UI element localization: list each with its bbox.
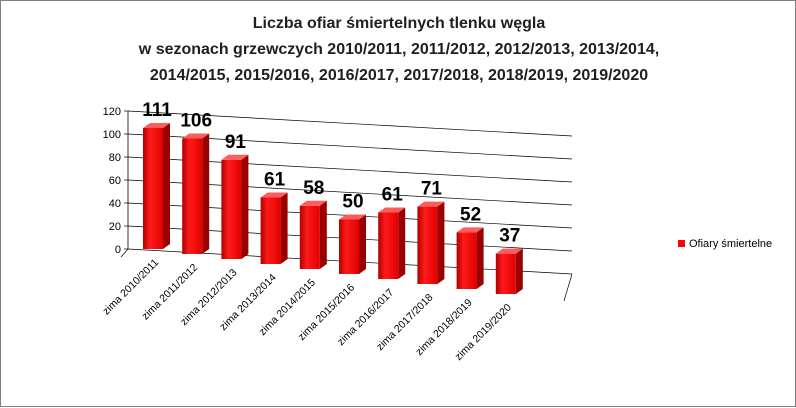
data-label: 61	[264, 170, 286, 191]
bar-side	[241, 154, 249, 259]
bar-side	[437, 201, 445, 284]
bar	[456, 227, 484, 289]
bar-side	[476, 227, 484, 289]
floor-right-edge	[563, 273, 573, 302]
bar-front	[417, 206, 438, 284]
bar-front	[495, 253, 516, 294]
chart-title: Liczba ofiar śmiertelnych tlenku węgla w…	[138, 15, 659, 84]
chart-title-line-2: w sezonach grzewczych 2010/2011, 2011/20…	[138, 41, 659, 58]
bar-top	[417, 201, 445, 207]
y-tick-label: 120	[103, 106, 121, 118]
bar-top	[495, 248, 523, 254]
data-label: 106	[180, 110, 212, 131]
data-label: 71	[421, 179, 443, 200]
bar-front	[221, 159, 242, 259]
bar-front	[143, 128, 163, 249]
data-label: 37	[499, 226, 520, 247]
chart-title-line-3: 2014/2015, 2015/2016, 2016/2017, 2017/20…	[150, 67, 648, 84]
y-tick-label: 40	[109, 198, 121, 210]
bar-side	[398, 207, 406, 279]
bar-top	[299, 200, 327, 206]
data-label: 58	[303, 178, 324, 199]
bar-side	[163, 123, 170, 249]
data-labels: 111 106 91 61 58 50 61 71 52 37	[142, 100, 520, 247]
bar-top	[182, 133, 210, 139]
bar-front	[299, 205, 320, 269]
data-label: 61	[382, 185, 404, 206]
y-axis: 0 20 40 60 80 100 120	[103, 106, 573, 302]
bars	[143, 123, 523, 294]
bar	[378, 207, 406, 279]
bar-top	[260, 192, 288, 198]
legend-label: Ofiary śmiertelne	[689, 238, 772, 250]
bar	[182, 133, 210, 254]
floor-left-edge	[120, 248, 129, 258]
chart-title-line-1: Liczba ofiar śmiertelnych tlenku węgla	[253, 15, 546, 32]
bar-front	[260, 197, 281, 264]
y-tick-label: 0	[115, 244, 121, 256]
bar-front	[182, 138, 203, 254]
data-label: 91	[225, 132, 247, 153]
bar-top	[143, 123, 170, 129]
bar-top	[456, 227, 484, 233]
gridline	[127, 110, 573, 137]
bar	[417, 201, 445, 284]
bar	[299, 200, 327, 269]
bar-side	[280, 192, 288, 264]
bar-side	[359, 214, 366, 274]
y-tick-label: 100	[103, 129, 121, 141]
bar-front	[339, 219, 359, 274]
bar-top	[339, 214, 366, 220]
bar-side	[515, 248, 523, 294]
bar	[221, 154, 249, 259]
bar	[260, 192, 288, 264]
bar-side	[319, 200, 327, 269]
data-label: 50	[342, 192, 363, 213]
data-label: 111	[142, 100, 172, 121]
bar	[143, 123, 170, 249]
legend-swatch	[678, 240, 685, 247]
bar-side	[202, 133, 210, 254]
bar-top	[378, 207, 406, 213]
bar-front	[378, 212, 399, 279]
y-tick-label: 60	[109, 175, 121, 187]
bar	[339, 214, 366, 274]
data-label: 52	[460, 204, 481, 225]
y-tick-label: 20	[109, 221, 121, 233]
y-tick-label: 80	[109, 152, 121, 164]
bar-top	[221, 154, 249, 160]
legend: Ofiary śmiertelne	[678, 238, 772, 250]
bar-front	[456, 232, 477, 289]
bar	[495, 248, 523, 294]
